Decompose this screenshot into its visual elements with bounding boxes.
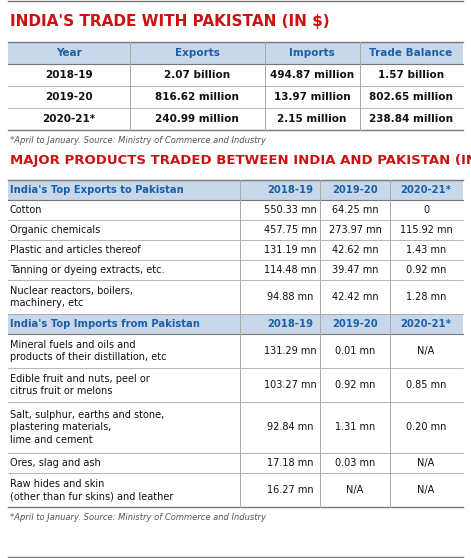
Text: India's Top Exports to Pakistan: India's Top Exports to Pakistan xyxy=(10,185,184,195)
Text: 0.03 mn: 0.03 mn xyxy=(335,458,375,468)
Text: 42.62 mn: 42.62 mn xyxy=(332,245,378,255)
Text: Mineral fuels and oils and
products of their distillation, etc: Mineral fuels and oils and products of t… xyxy=(10,340,167,362)
Text: 64.25 mn: 64.25 mn xyxy=(332,205,378,215)
Text: 131.19 mn: 131.19 mn xyxy=(264,245,316,255)
Text: Exports: Exports xyxy=(175,48,219,58)
Text: 16.27 mn: 16.27 mn xyxy=(267,485,313,495)
Text: 2020-21*: 2020-21* xyxy=(400,185,452,195)
Text: 0.01 mn: 0.01 mn xyxy=(335,346,375,356)
Text: 238.84 million: 238.84 million xyxy=(369,114,453,124)
Text: Plastic and articles thereof: Plastic and articles thereof xyxy=(10,245,141,255)
Text: 2.15 million: 2.15 million xyxy=(277,114,347,124)
Text: Year: Year xyxy=(56,48,82,58)
Text: 1.31 mn: 1.31 mn xyxy=(335,422,375,432)
Text: 816.62 million: 816.62 million xyxy=(155,92,239,102)
Text: 103.27 mn: 103.27 mn xyxy=(264,380,317,390)
Text: 2018-19: 2018-19 xyxy=(267,319,313,329)
Text: 2020-21*: 2020-21* xyxy=(42,114,96,124)
Text: 2019-20: 2019-20 xyxy=(332,185,378,195)
Text: *April to January. Source: Ministry of Commerce and Industry: *April to January. Source: Ministry of C… xyxy=(10,513,266,522)
Text: 1.28 mn: 1.28 mn xyxy=(406,292,446,302)
Text: 94.88 mn: 94.88 mn xyxy=(267,292,313,302)
Text: Raw hides and skin
(other than fur skins) and leather: Raw hides and skin (other than fur skins… xyxy=(10,479,173,502)
Text: Nuclear reactors, boilers,
machinery, etc: Nuclear reactors, boilers, machinery, et… xyxy=(10,286,133,309)
Bar xyxy=(8,180,463,200)
Text: 1.43 mn: 1.43 mn xyxy=(406,245,446,255)
Text: N/A: N/A xyxy=(417,346,435,356)
Text: 2019-20: 2019-20 xyxy=(45,92,93,102)
Text: 550.33 mn: 550.33 mn xyxy=(264,205,317,215)
Text: 114.48 mn: 114.48 mn xyxy=(264,265,316,275)
Text: 802.65 million: 802.65 million xyxy=(369,92,453,102)
Text: 457.75 mn: 457.75 mn xyxy=(263,225,317,235)
Bar xyxy=(8,314,463,334)
Text: Trade Balance: Trade Balance xyxy=(369,48,453,58)
Text: 2.07 billion: 2.07 billion xyxy=(164,70,230,80)
Text: 42.42 mn: 42.42 mn xyxy=(332,292,378,302)
Text: Imports: Imports xyxy=(289,48,335,58)
Text: 240.99 million: 240.99 million xyxy=(155,114,239,124)
Text: 273.97 mn: 273.97 mn xyxy=(329,225,382,235)
Text: Tanning or dyeing extracts, etc.: Tanning or dyeing extracts, etc. xyxy=(10,265,164,275)
Text: *April to January. Source: Ministry of Commerce and Industry: *April to January. Source: Ministry of C… xyxy=(10,136,266,145)
Text: MAJOR PRODUCTS TRADED BETWEEN INDIA AND PAKISTAN (IN $): MAJOR PRODUCTS TRADED BETWEEN INDIA AND … xyxy=(10,154,471,167)
Text: N/A: N/A xyxy=(417,458,435,468)
Text: 115.92 mn: 115.92 mn xyxy=(399,225,452,235)
Text: 39.47 mn: 39.47 mn xyxy=(332,265,378,275)
Text: Organic chemicals: Organic chemicals xyxy=(10,225,100,235)
Text: 1.57 billion: 1.57 billion xyxy=(378,70,444,80)
Text: 0.92 mn: 0.92 mn xyxy=(335,380,375,390)
Text: N/A: N/A xyxy=(346,485,364,495)
Text: 0.85 mn: 0.85 mn xyxy=(406,380,446,390)
Text: 17.18 mn: 17.18 mn xyxy=(267,458,313,468)
Text: 0.92 mn: 0.92 mn xyxy=(406,265,446,275)
Text: 2018-19: 2018-19 xyxy=(267,185,313,195)
Text: Cotton: Cotton xyxy=(10,205,42,215)
Bar xyxy=(8,42,463,64)
Text: 2018-19: 2018-19 xyxy=(45,70,93,80)
Text: Ores, slag and ash: Ores, slag and ash xyxy=(10,458,101,468)
Text: Edible fruit and nuts, peel or
citrus fruit or melons: Edible fruit and nuts, peel or citrus fr… xyxy=(10,374,150,396)
Text: 2020-21*: 2020-21* xyxy=(400,319,452,329)
Text: 13.97 million: 13.97 million xyxy=(274,92,350,102)
Text: 0: 0 xyxy=(423,205,429,215)
Text: 2019-20: 2019-20 xyxy=(332,319,378,329)
Text: 131.29 mn: 131.29 mn xyxy=(264,346,317,356)
Text: INDIA'S TRADE WITH PAKISTAN (IN $): INDIA'S TRADE WITH PAKISTAN (IN $) xyxy=(10,14,330,29)
Text: India's Top Imports from Pakistan: India's Top Imports from Pakistan xyxy=(10,319,200,329)
Text: 494.87 million: 494.87 million xyxy=(270,70,354,80)
Text: Salt, sulphur, earths and stone,
plastering materials,
lime and cement: Salt, sulphur, earths and stone, plaster… xyxy=(10,410,164,445)
Text: 0.20 mn: 0.20 mn xyxy=(406,422,446,432)
Text: 92.84 mn: 92.84 mn xyxy=(267,422,313,432)
Text: N/A: N/A xyxy=(417,485,435,495)
